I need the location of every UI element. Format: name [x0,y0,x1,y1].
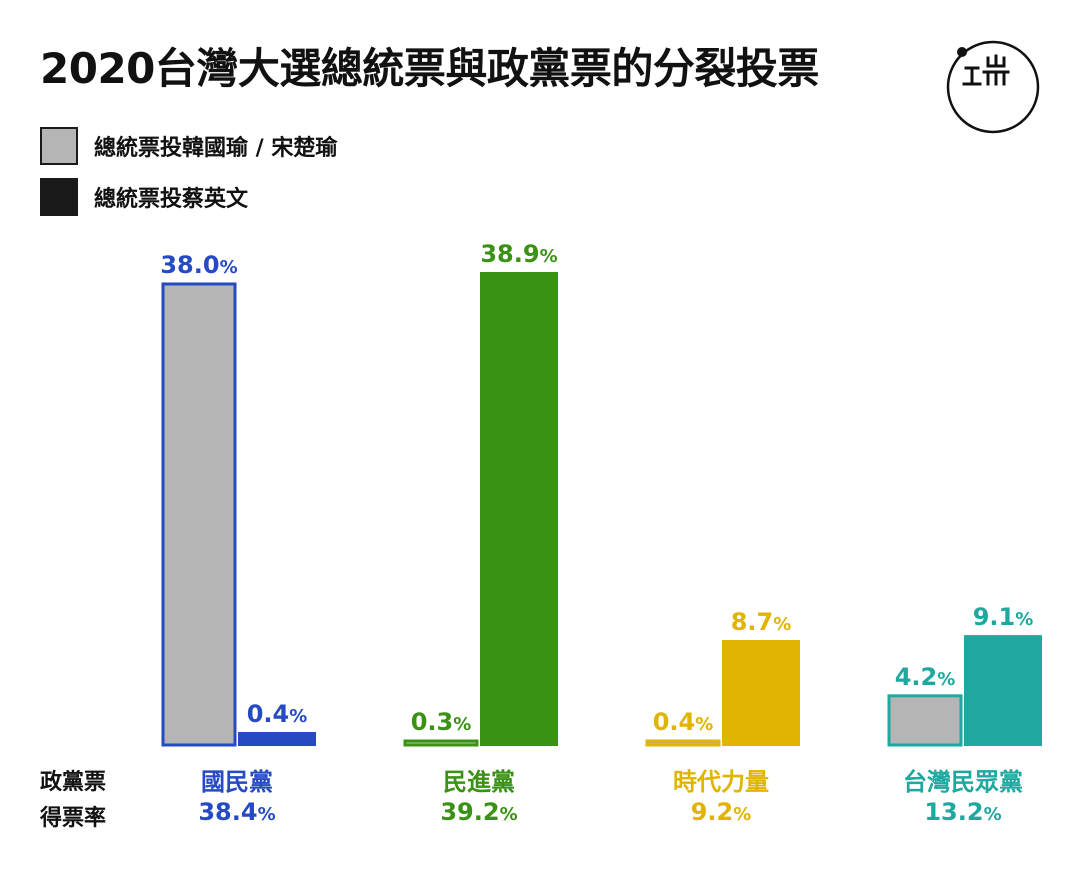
unit-label: % [1015,609,1033,630]
unit-label: % [773,614,791,635]
unit-label: % [983,804,1002,825]
party-vote-rate-label: 39.2% [440,798,518,826]
unit-label: % [695,714,713,735]
unit-label: % [289,706,307,727]
party-vote-rate-label: 13.2% [924,798,1002,826]
party-name-label: 國民黨 [201,768,273,796]
unit-label: % [257,804,276,825]
unit-label: % [499,804,518,825]
legend-swatch-black [40,178,78,216]
legend-label-han-soong: 總統票投韓國瑜 / 宋楚瑜 [94,136,338,161]
party-name-label: 台灣民眾黨 [903,768,1023,796]
bar-han-soong [887,694,963,747]
party-vote-rate-label: 38.4% [198,798,276,826]
chart-title: 2020台灣大選總統票與政黨票的分裂投票 [40,44,819,93]
row-label-vote-rate: 得票率 [40,806,107,831]
unit-label: % [220,257,238,278]
bar-group-3: 4.2% 9.1% [887,603,1042,747]
bar-value-label: 0.4% [247,700,308,728]
bar-value-label: 38.0% [160,251,237,279]
bar-group-0: 38.0% 0.4% [160,251,316,747]
bar-han-soong [403,739,479,747]
unit-label: % [540,246,558,267]
bar-value-label: 38.9% [480,240,557,268]
bar-value-label: 8.7% [731,608,792,636]
bar-group-2: 0.4% 8.7% [645,608,800,747]
legend-item-han-soong: 總統票投韓國瑜 / 宋楚瑜 [40,127,337,165]
bar-value-label: 0.3% [411,708,472,736]
row-label-party-vote: 政黨票 [40,770,107,795]
legend-swatch-gray [40,127,78,165]
bar-tsai [964,635,1042,746]
unit-label: % [937,669,955,690]
bar-tsai [722,639,800,746]
bar-tsai [238,732,316,746]
party-vote-rate-label: 9.2% [690,798,752,826]
legend-label-tsai: 總統票投蔡英文 [94,187,249,212]
bar-han-soong [161,282,237,747]
initium-logo-icon [946,40,1040,134]
bar-han-soong [645,739,721,747]
bar-value-label: 0.4% [653,708,714,736]
legend-item-tsai: 總統票投蔡英文 [40,178,248,216]
unit-label: % [733,804,752,825]
party-name-label: 民進黨 [443,768,515,796]
party-name-label: 時代力量 [673,768,769,796]
bar-group-1: 0.3% 38.9% [403,240,558,747]
bar-value-label: 9.1% [973,603,1034,631]
bar-tsai [480,272,558,746]
bar-value-label: 4.2% [895,663,956,691]
unit-label: % [453,714,471,735]
